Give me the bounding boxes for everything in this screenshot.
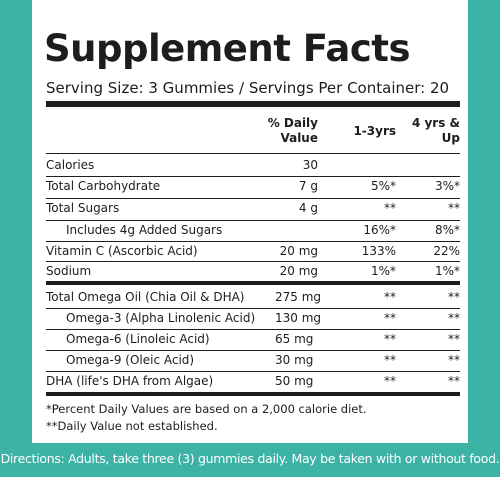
daily-value: ** (384, 374, 396, 388)
rule (46, 241, 460, 242)
amount: 20 mg (279, 264, 318, 278)
daily-value: ** (448, 201, 460, 215)
amount: 275 mg (275, 290, 322, 304)
amount: 20 mg (279, 244, 318, 258)
nutrient-name: Omega-6 (Linoleic Acid) (66, 332, 210, 346)
rule (46, 329, 460, 330)
age-header: 1-3yrs (353, 124, 396, 138)
daily-value: 22% (433, 244, 460, 258)
nutrient-name: Vitamin C (Ascorbic Acid) (46, 244, 198, 258)
thick-rule (46, 101, 460, 107)
daily-value: 1%* (434, 264, 460, 278)
footnote: *Percent Daily Values are based on a 2,0… (46, 402, 367, 416)
daily-value: ** (448, 374, 460, 388)
daily-value: 16%* (363, 223, 396, 237)
amount: 30 (302, 158, 318, 172)
daily-value: 1%* (370, 264, 396, 278)
thick-rule (46, 281, 460, 285)
rule (46, 350, 460, 351)
daily-value: ** (384, 201, 396, 215)
daily-value: 133% (361, 244, 396, 258)
nutrient-name: Total Omega Oil (Chia Oil & DHA) (46, 290, 245, 304)
thick-rule (46, 392, 460, 396)
nutrient-name: Omega-3 (Alpha Linolenic Acid) (66, 311, 256, 325)
nutrient-name: Includes 4g Added Sugars (66, 223, 223, 237)
daily-value: 5%* (370, 179, 396, 193)
nutrient-name: Omega-9 (Oleic Acid) (66, 353, 195, 367)
nutrient-name: Calories (46, 158, 95, 172)
daily-value: ** (448, 311, 460, 325)
rule (46, 371, 460, 372)
daily-value: ** (384, 311, 396, 325)
nutrient-name: Sodium (46, 264, 92, 278)
amount: 30 mg (275, 353, 314, 367)
rule (46, 198, 460, 199)
daily-value: ** (384, 290, 396, 304)
daily-value: ** (448, 332, 460, 346)
daily-value: 8%* (434, 223, 460, 237)
rule (46, 176, 460, 177)
amount: 50 mg (275, 374, 314, 388)
daily-value: ** (448, 353, 460, 367)
title: Supplement Facts (44, 27, 411, 70)
dv-header: % Daily Value (267, 116, 318, 145)
nutrient-name: Total Sugars (46, 201, 120, 215)
daily-value: ** (384, 332, 396, 346)
rule (46, 308, 460, 309)
rule (46, 220, 460, 221)
age-header: 4 yrs & Up (411, 116, 460, 145)
footnote: **Daily Value not established. (46, 419, 218, 433)
amount: 7 g (298, 179, 318, 193)
directions: Directions: Adults, take three (3) gummi… (0, 451, 500, 466)
daily-value: ** (384, 353, 396, 367)
amount: 4 g (298, 201, 318, 215)
rule (46, 261, 460, 262)
nutrient-name: DHA (life's DHA from Algae) (46, 374, 214, 388)
daily-value: 3%* (434, 179, 460, 193)
daily-value: ** (448, 290, 460, 304)
serving-info: Serving Size: 3 Gummies / Servings Per C… (46, 79, 450, 97)
amount: 130 mg (275, 311, 322, 325)
amount: 65 mg (275, 332, 314, 346)
facts-panel (32, 0, 468, 443)
rule (46, 153, 460, 154)
nutrient-name: Total Carbohydrate (46, 179, 161, 193)
